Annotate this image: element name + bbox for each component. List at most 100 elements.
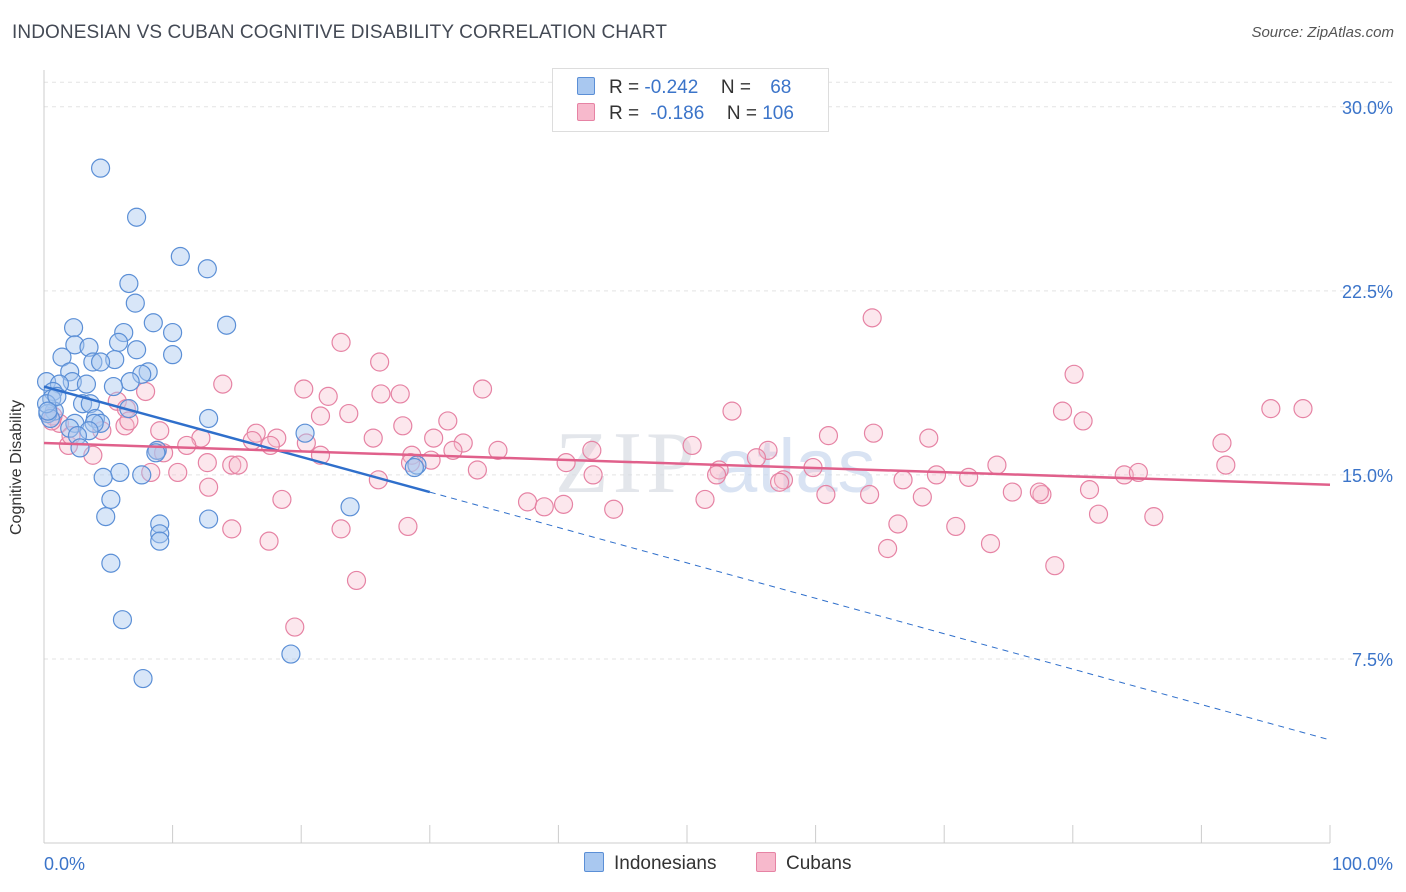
indonesian-point — [132, 364, 152, 384]
cuban-point — [722, 401, 742, 421]
cuban-point — [746, 448, 767, 468]
cuban-point — [331, 332, 351, 352]
cuban-point — [199, 477, 219, 497]
cuban-point — [150, 421, 170, 441]
indonesian-point — [79, 337, 99, 357]
cuban-point — [769, 472, 790, 492]
source-label: Source: ZipAtlas.com — [1251, 24, 1394, 41]
cuban-point — [1128, 462, 1148, 483]
indonesian-point — [125, 293, 145, 313]
cuban-point — [370, 352, 390, 372]
x-tick-label-max: 100.0% — [1332, 854, 1393, 874]
cuban-point — [556, 453, 576, 473]
cuban-point — [959, 467, 979, 487]
legend-r-label: R = — [609, 77, 640, 98]
cuban-point — [443, 440, 463, 460]
cuban-point — [583, 465, 603, 485]
cuban-point — [1045, 556, 1065, 576]
indonesians-trend-line — [43, 385, 431, 494]
cuban-point — [860, 484, 880, 505]
cuban-point — [1073, 411, 1093, 431]
indonesian-point — [150, 514, 170, 534]
cuban-point — [893, 470, 913, 490]
indonesian-point — [93, 467, 113, 487]
cubans-trend-line — [43, 441, 1331, 486]
cuban-point — [888, 514, 908, 534]
cuban-point — [213, 374, 233, 394]
indonesian-point — [101, 553, 121, 573]
cuban-point — [472, 379, 493, 399]
cuban-point — [862, 308, 882, 328]
indonesian-point — [295, 423, 315, 443]
indonesian-point — [170, 246, 190, 267]
indonesian-point — [404, 457, 424, 478]
indonesian-point — [112, 610, 133, 630]
cuban-point — [863, 423, 884, 443]
indonesian-point — [163, 322, 183, 343]
cuban-point — [582, 440, 602, 460]
tick-labels: 7.5% 15.0% 22.5% 30.0% 0.0% 100.0% — [44, 98, 1393, 874]
cuban-point — [1032, 484, 1052, 505]
indonesian-point — [150, 531, 170, 551]
cuban-point — [294, 379, 314, 399]
indonesian-point — [96, 507, 116, 527]
indonesian-point — [90, 158, 111, 178]
cuban-point — [310, 406, 331, 426]
cuban-point — [1002, 482, 1022, 502]
indonesian-point — [199, 408, 219, 429]
legend-r-label: R = — [609, 103, 640, 124]
bottom-legend-swatch-blue — [584, 852, 604, 872]
indonesians-points — [36, 158, 427, 689]
cuban-point — [222, 455, 242, 475]
cuban-point — [1029, 482, 1049, 502]
cuban-point — [980, 534, 1001, 554]
cuban-point — [438, 411, 458, 431]
indonesian-point — [65, 335, 85, 355]
cuban-point — [816, 484, 836, 505]
cuban-point — [390, 384, 410, 404]
legend-n-label: N = — [726, 103, 757, 124]
chart-title: INDONESIAN VS CUBAN COGNITIVE DISABILITY… — [12, 22, 668, 43]
cuban-point — [912, 487, 932, 507]
indonesian-point — [38, 401, 58, 421]
cuban-point — [453, 433, 473, 453]
indonesian-point — [63, 318, 84, 338]
cuban-point — [1088, 504, 1109, 524]
cuban-point — [818, 426, 839, 446]
cuban-point — [1293, 399, 1313, 419]
y-tick-label: 22.5% — [1342, 282, 1393, 302]
x-tick-label-min: 0.0% — [44, 854, 85, 874]
cuban-point — [467, 460, 487, 480]
indonesian-point — [70, 438, 90, 458]
cuban-point — [135, 381, 156, 402]
bottom-legend-indonesians: Indonesians — [584, 852, 716, 875]
cuban-point — [926, 465, 947, 485]
indonesian-point — [217, 315, 237, 335]
indonesian-point — [120, 372, 140, 392]
indonesian-point — [132, 465, 152, 485]
cuban-point — [1212, 433, 1232, 453]
indonesian-point — [90, 352, 111, 372]
indonesian-point — [52, 347, 72, 367]
bottom-legend-label: Cubans — [786, 853, 852, 874]
cuban-point — [346, 570, 367, 591]
cuban-point — [331, 519, 351, 539]
cuban-point — [272, 489, 292, 510]
cuban-point — [197, 453, 217, 473]
cuban-point — [758, 440, 778, 460]
legend-n-value: 106 — [762, 103, 794, 124]
cuban-point — [919, 428, 939, 448]
cuban-point — [424, 428, 444, 448]
cuban-point — [695, 489, 715, 510]
cuban-point — [393, 416, 413, 436]
indonesian-point — [143, 313, 163, 333]
bottom-legend-label: Indonesians — [614, 853, 717, 874]
indonesian-point — [76, 374, 97, 394]
legend-row-cubans: R = -0.186 N = 106 — [577, 103, 794, 125]
cuban-point — [318, 386, 338, 406]
indonesian-point — [36, 394, 57, 414]
indonesian-point — [119, 273, 139, 294]
axes — [43, 70, 1331, 844]
indonesian-point — [105, 349, 125, 370]
